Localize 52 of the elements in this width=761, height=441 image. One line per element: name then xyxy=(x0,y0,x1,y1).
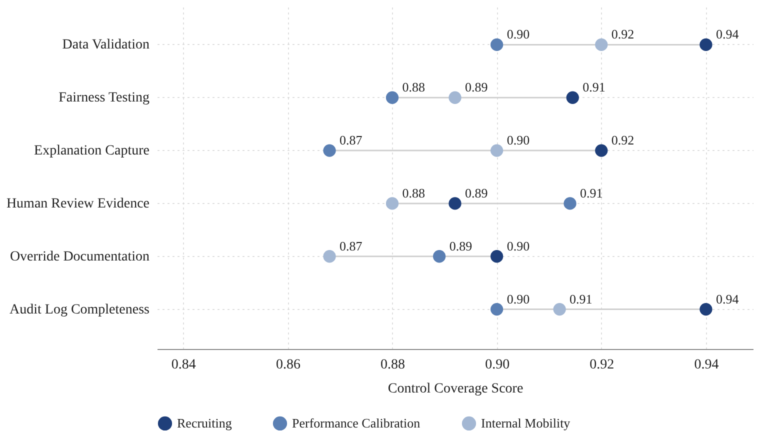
point xyxy=(490,144,504,157)
data-label: 0.87 xyxy=(340,238,363,254)
point xyxy=(386,197,399,210)
x-tick-label: 0.90 xyxy=(485,358,510,372)
y-tick-label: Fairness Testing xyxy=(58,90,150,106)
data-label: 0.94 xyxy=(716,26,740,42)
point xyxy=(448,91,462,104)
data-label: 0.90 xyxy=(506,291,530,306)
x-axis-title: Control Coverage Score xyxy=(388,382,524,396)
point xyxy=(700,302,712,316)
point xyxy=(564,197,576,210)
data-label: 0.88 xyxy=(402,80,426,95)
y-tick-label: Human Review Evidence xyxy=(6,196,150,212)
data-label: 0.90 xyxy=(506,238,530,254)
x-tick-label: 0.94 xyxy=(694,358,719,372)
data-label: 0.88 xyxy=(402,185,426,200)
point xyxy=(323,144,336,157)
y-tick-label: Explanation Capture xyxy=(34,144,150,159)
point xyxy=(448,197,462,210)
point xyxy=(553,302,566,316)
data-label: 0.91 xyxy=(582,80,606,95)
data-label: 0.92 xyxy=(611,26,634,42)
x-tick-label: 0.86 xyxy=(276,358,300,372)
data-label: 0.90 xyxy=(506,132,530,148)
point xyxy=(490,302,504,316)
y-tick-label: Data Validation xyxy=(62,38,150,53)
point xyxy=(595,38,608,52)
data-label: 0.89 xyxy=(465,185,488,200)
point xyxy=(700,38,712,52)
data-label: 0.89 xyxy=(465,80,488,95)
data-label: 0.89 xyxy=(449,238,472,254)
legend-label: Internal Mobility xyxy=(481,415,571,430)
point xyxy=(490,38,504,52)
data-label: 0.92 xyxy=(611,132,634,148)
point xyxy=(595,144,608,157)
point xyxy=(490,250,504,263)
y-tick-label: Audit Log Completeness xyxy=(10,302,150,318)
x-tick-label: 0.84 xyxy=(171,358,196,372)
data-label: 0.90 xyxy=(506,26,530,42)
point xyxy=(386,91,399,104)
legend-label: Recruiting xyxy=(177,415,232,430)
data-label: 0.94 xyxy=(716,291,740,306)
data-label: 0.87 xyxy=(340,132,363,148)
legend-label: Performance Calibration xyxy=(292,415,421,430)
data-label: 0.91 xyxy=(580,185,603,200)
y-tick-label: Override Documentation xyxy=(10,249,150,264)
point xyxy=(432,250,446,263)
x-tick-label: 0.88 xyxy=(380,358,406,372)
point xyxy=(323,250,336,263)
data-label: 0.91 xyxy=(570,291,592,306)
x-tick-label: 0.92 xyxy=(590,358,614,372)
point xyxy=(566,91,579,104)
